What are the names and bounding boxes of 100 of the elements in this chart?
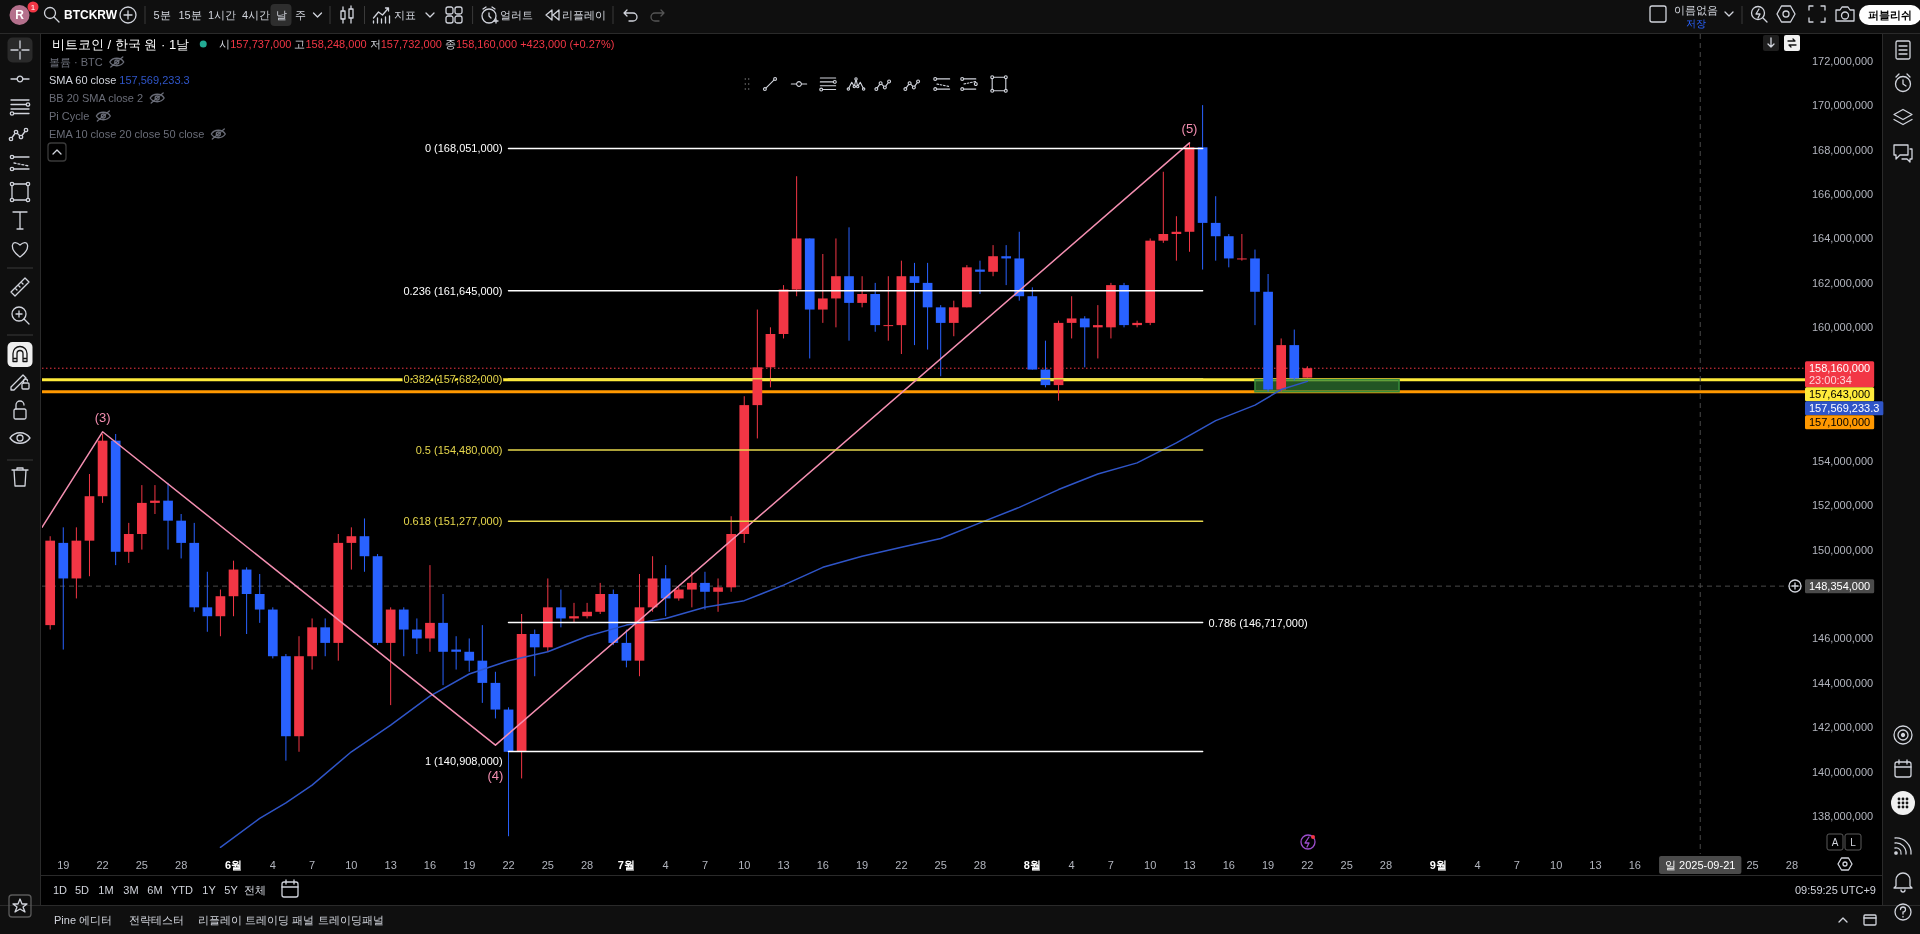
- y-tick-label: 166,000,000: [1812, 188, 1874, 200]
- ui-text: 1: [27, 1, 39, 13]
- y-tick-label: 142,000,000: [1812, 721, 1874, 734]
- x-tick-label: 7월: [617, 859, 635, 871]
- x-tick-label: 8월: [1023, 859, 1041, 871]
- x-tick-label: 6월: [224, 859, 243, 871]
- y-tick-label: 150,000,000: [1812, 543, 1874, 556]
- ui-text: 퍼블리쉬: [1859, 5, 1920, 25]
- y-tick-label: 168,000,000: [1812, 143, 1874, 156]
- ui-text: Pi Cycle: [49, 110, 90, 122]
- x-tick-label: 19: [1261, 859, 1275, 871]
- x-tick-label: 28: [175, 859, 188, 871]
- ui-text: 5분: [153, 9, 171, 21]
- ref-line-label: 157,100,000: [1809, 416, 1871, 429]
- x-tick-label: 22: [1301, 859, 1314, 871]
- x-tick-label: 16: [1628, 859, 1641, 871]
- ui-text: 1시간: [207, 9, 237, 21]
- x-tick-label: 9월: [1429, 859, 1447, 871]
- ui-text: BB 20 SMA close 2: [49, 92, 144, 104]
- y-tick-label: 152,000,000: [1812, 499, 1874, 512]
- ui-text: 1M: [98, 884, 114, 896]
- y-tick-label: 146,000,000: [1812, 632, 1874, 645]
- x-tick-label: 13: [777, 859, 790, 871]
- ui-text: L: [1844, 833, 1862, 851]
- ref-line-label: 일 2025-09-21: [1665, 859, 1736, 871]
- x-tick-label: 28: [580, 859, 594, 871]
- price-tag: 148,354,000: [1805, 579, 1875, 594]
- series-label: 0 (168,051,000): [424, 142, 503, 155]
- ui-text: SMA 60 close 157,569,233.3: [49, 74, 190, 86]
- x-tick-label: 22: [502, 859, 515, 871]
- x-tick-label: 16: [1222, 859, 1235, 871]
- ui-text: 5D: [74, 884, 90, 896]
- x-tick-label: 16: [423, 859, 437, 871]
- x-tick-label: 13: [1589, 859, 1602, 871]
- x-tick-label: 28: [1785, 859, 1799, 871]
- ui-text: 09:59:25 UTC+9: [1794, 884, 1876, 896]
- x-tick-label: 25: [1340, 859, 1353, 871]
- ui-text: 3M: [123, 884, 139, 896]
- x-tick-label: 28: [973, 859, 987, 871]
- ref-line-label: 148,354,000: [1809, 580, 1871, 593]
- price-tag: 157,100,000: [1805, 415, 1875, 430]
- ui-text: 얼러트: [499, 9, 533, 21]
- series-label: 0.382 (157,682,000): [403, 372, 503, 385]
- x-tick-label: 7: [1107, 859, 1114, 871]
- ui-text: 15분: [178, 9, 202, 21]
- series-label: 0.236 (161,645,000): [403, 284, 503, 297]
- ui-text: YTD: [171, 884, 193, 896]
- x-tick-label: 25: [934, 859, 947, 871]
- annotation: (5): [1181, 121, 1198, 137]
- x-tick-label: 19: [57, 859, 70, 871]
- y-tick-label: 170,000,000: [1812, 99, 1874, 112]
- annotation: (3): [94, 410, 111, 426]
- x-tick-label: 7: [1513, 859, 1520, 871]
- x-tick-label: 25: [541, 859, 554, 871]
- y-tick-label: 172,000,000: [1812, 54, 1874, 67]
- ui-text: 전체: [244, 884, 266, 896]
- ui-text: 6M: [147, 884, 163, 896]
- x-tick-label: 10: [1550, 859, 1563, 871]
- y-tick-label: 164,000,000: [1812, 232, 1874, 245]
- time-tag: 일 2025-09-21: [1659, 856, 1742, 874]
- ui-text: BTCKRW: [64, 8, 118, 22]
- x-tick-label: 10: [738, 859, 751, 871]
- ui-text: 전략테스터: [129, 914, 184, 926]
- x-tick-label: 16: [816, 859, 829, 871]
- x-tick-label: 28: [1379, 859, 1393, 871]
- x-tick-label: 13: [1183, 859, 1196, 871]
- series-label: 0.786 (146,717,000): [1208, 616, 1308, 629]
- series-label: 1 (140,908,000): [424, 754, 503, 767]
- y-tick-label: 138,000,000: [1812, 810, 1874, 823]
- chart-subtitle: 시157,737,000 고158,248,000 저157,732,000 종158,160,000 +423,000 (+0.27%): [219, 38, 615, 50]
- ui-text: 날: [270, 4, 292, 26]
- x-tick-label: 10: [1144, 859, 1157, 871]
- x-tick-label: 25: [135, 859, 148, 871]
- y-tick-label: 140,000,000: [1812, 765, 1874, 778]
- y-tick-label: 154,000,000: [1812, 454, 1874, 467]
- x-tick-label: 7: [309, 859, 316, 871]
- x-tick-label: 4: [1068, 859, 1075, 871]
- ui-text: 이름없음: [1674, 4, 1718, 16]
- y-tick-label: 160,000,000: [1812, 321, 1874, 334]
- ui-text: 저장: [1686, 17, 1706, 29]
- x-tick-label: 19: [463, 859, 476, 871]
- y-tick-label: 144,000,000: [1812, 676, 1874, 689]
- ui-text: EMA 10 close 20 close 50 close: [49, 128, 205, 140]
- ui-text: 볼륨 · BTC: [49, 56, 103, 68]
- ui-text: R: [9, 5, 30, 25]
- ui-text: 주: [294, 9, 306, 21]
- ref-line-label: 157,643,000: [1809, 388, 1871, 401]
- ui-text: 1D: [52, 884, 68, 896]
- x-tick-label: 19: [855, 859, 869, 871]
- price-tag: 158,160,000 23:00:34: [1805, 361, 1875, 388]
- ui-text: 지표: [394, 9, 416, 21]
- ui-text: A: [1826, 833, 1844, 851]
- price-tag: 157,643,000: [1805, 387, 1875, 402]
- x-tick-label: 13: [384, 859, 397, 871]
- ref-line-label: 158,160,000: [1809, 362, 1871, 375]
- ui-text: 5Y: [224, 884, 238, 896]
- annotation: (4): [487, 767, 504, 783]
- header: 비트코인 / 한국 원 · 1날 시157,737,000 고158,248,000 저157,732,000 종158,160,000 +423,000 (+0.27%): [52, 36, 615, 52]
- chart-title: 비트코인 / 한국 원 · 1날: [52, 36, 190, 52]
- ui-text: 리플레이 트레이딩 패널: [198, 914, 315, 926]
